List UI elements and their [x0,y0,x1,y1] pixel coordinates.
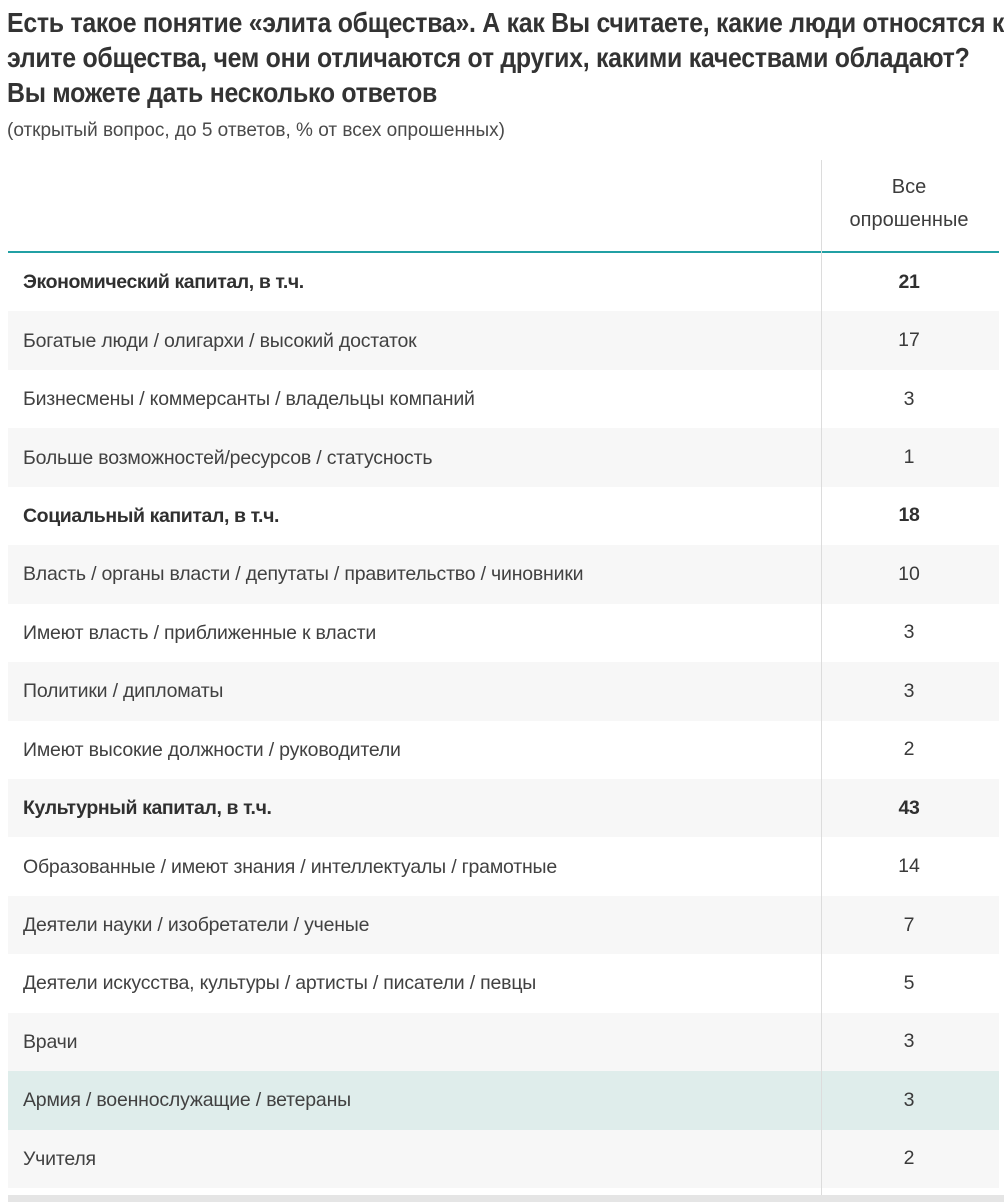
row-label: Врачи [23,1030,78,1053]
row-label: Экономический капитал, в т.ч. [23,271,304,294]
row-label: Политики / дипломаты [23,680,224,703]
question-header: Есть такое понятие «элита общества». А к… [0,0,1004,143]
table-header-row: Все опрошенные [8,160,999,253]
results-table: Все опрошенные Экономический капитал, в … [0,160,1004,1188]
row-label: Больше возможностей/ресурсов / статуснос… [23,446,433,469]
row-value: 43 [898,796,920,819]
table-row[interactable]: Власть / органы власти / депутаты / прав… [8,545,999,604]
table-row[interactable]: Армия / военнослужащие / ветераны 3 [8,1071,999,1130]
row-label: Имеют высокие должности / руководители [23,738,401,761]
question-title: Есть такое понятие «элита общества». А к… [7,7,1004,108]
table-row[interactable]: Врачи 3 [8,1012,999,1072]
row-value: 17 [898,329,920,352]
table-row[interactable]: Политики / дипломаты 3 [8,662,999,721]
row-value: 21 [898,270,920,293]
row-value: 2 [903,738,915,761]
table-row[interactable]: Имеют высокие должности / руководители 2 [8,720,999,779]
column-divider-line [821,160,822,1195]
question-subtitle: (открытый вопрос, до 5 ответов, % от все… [7,120,505,141]
row-label: Социальный капитал, в т.ч. [23,504,280,527]
row-value: 2 [903,1147,915,1170]
table-row[interactable]: Деятели искусства, культуры / артисты / … [8,954,999,1013]
table-row[interactable]: Имеют власть / приближенные к власти 3 [8,603,999,663]
row-label: Учителя [23,1147,96,1170]
row-value: 1 [903,446,915,469]
row-value: 3 [903,1088,915,1111]
table-row[interactable]: Бизнесмены / коммерсанты / владельцы ком… [8,369,999,429]
row-label: Богатые люди / олигархи / высокий достат… [23,329,417,352]
row-value: 14 [898,855,920,878]
row-value: 10 [898,562,920,585]
row-label: Власть / органы власти / депутаты / прав… [23,563,584,586]
row-label: Имеют власть / приближенные к власти [23,621,377,644]
row-label: Культурный капитал, в т.ч. [23,797,272,820]
column-header-cell: Все опрошенные [819,171,999,251]
row-value: 18 [898,504,920,527]
table-row[interactable]: Культурный капитал, в т.ч. 43 [8,778,999,838]
row-value: 5 [903,971,915,994]
table-body: Экономический капитал, в т.ч. 21 Богатые л… [0,253,1004,1188]
row-label: Образованные / имеют знания / интеллекту… [23,855,558,878]
row-label: Армия / военнослужащие / ветераны [23,1089,351,1112]
table-row[interactable]: Учителя 2 [8,1129,999,1188]
table-row[interactable]: Образованные / имеют знания / интеллекту… [8,837,999,896]
row-value: 3 [903,1030,915,1053]
row-value: 7 [903,913,915,936]
table-row[interactable]: Богатые люди / олигархи / высокий достат… [8,311,999,370]
table-row[interactable]: Социальный капитал, в т.ч. 18 [8,486,999,546]
row-value: 3 [903,621,915,644]
row-label: Деятели науки / изобретатели / ученые [23,914,370,937]
table-row[interactable]: Деятели науки / изобретатели / ученые 7 [8,895,999,955]
column-header-all-respondents: Все опрошенные [849,176,969,231]
table-row[interactable]: Больше возможностей/ресурсов / статуснос… [8,428,999,487]
table-row[interactable]: Экономический капитал, в т.ч. 21 [8,253,999,312]
row-label: Деятели искусства, культуры / артисты / … [23,972,537,995]
row-value: 3 [903,387,915,410]
row-value: 3 [903,679,915,702]
bottom-edge-strip [8,1195,1004,1202]
row-label: Бизнесмены / коммерсанты / владельцы ком… [23,388,475,411]
